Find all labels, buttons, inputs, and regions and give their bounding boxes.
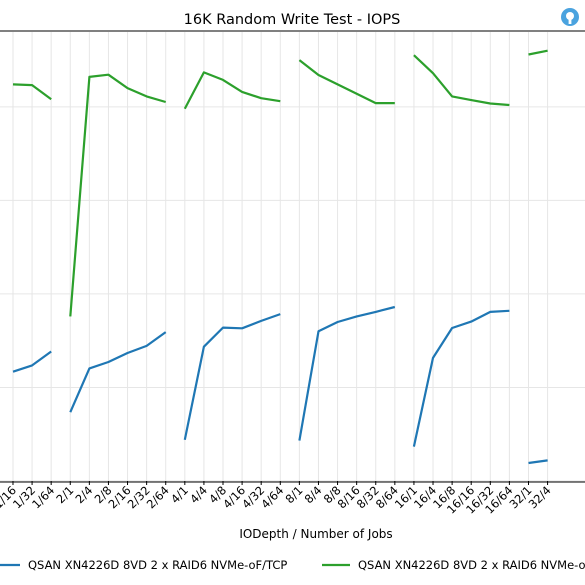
series-1-line-group-3	[183, 313, 281, 441]
series-2-line-group-4	[298, 59, 395, 105]
legend-label-2: QSAN XN4226D 8VD 2 x RAID6 NVMe-oF/TCP	[358, 558, 585, 572]
series-2-line-group-1	[12, 83, 52, 101]
series-2-line-group-5	[413, 54, 510, 107]
series-2-line-group-2	[69, 73, 167, 317]
series-1-line-group-6	[528, 459, 548, 465]
legend: QSAN XN4226D 8VD 2 x RAID6 NVMe-oF/TCP QS…	[0, 558, 585, 572]
legend-label-1: QSAN XN4226D 8VD 2 x RAID6 NVMe-oF/TCP	[28, 558, 287, 572]
plot-frame	[0, 30, 585, 483]
grid	[0, 32, 585, 482]
chart-title: 16K Random Write Test - IOPS	[184, 12, 401, 28]
x-tick-label: 32/4	[526, 483, 554, 511]
series-1-line-group-1	[12, 350, 52, 373]
series-1-line-group-5	[412, 309, 510, 447]
x-axis-label: IODepth / Number of Jobs	[239, 527, 392, 541]
series-1-line-group-4	[298, 305, 396, 441]
series-2-line-group-3	[183, 71, 281, 110]
x-ticks: 1/161/321/642/12/42/82/162/322/644/14/44…	[0, 481, 554, 517]
series-1-line-group-2	[69, 331, 167, 413]
series-lines	[12, 49, 548, 465]
watermark-logo	[561, 8, 579, 26]
series-2-line-group-6	[528, 49, 548, 56]
